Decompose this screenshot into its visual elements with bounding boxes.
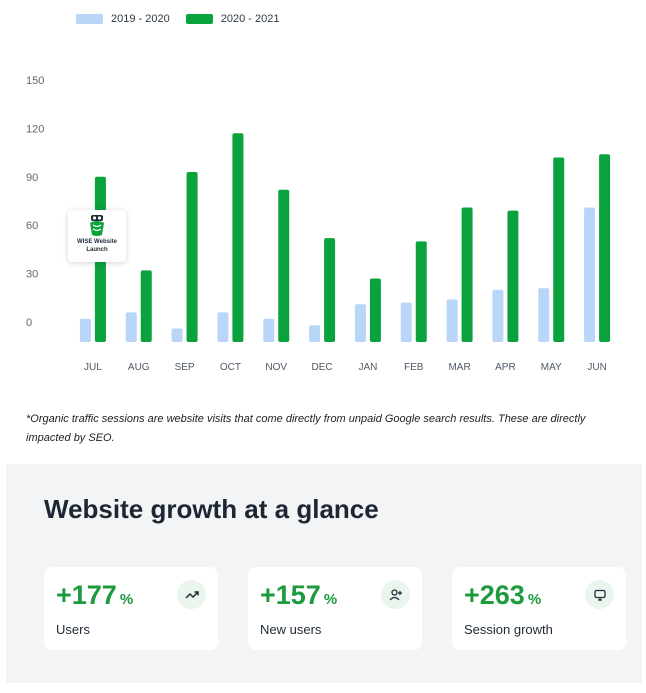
bar-chart: 0 30 60 90 120 150 JUL AUG SEP OCT NOV DEC JAN FEB MAR… [26, 75, 611, 373]
y-tick-label: 30 [26, 269, 38, 281]
y-tick-label: 90 [26, 172, 38, 184]
x-tick-label: FEB [404, 362, 424, 373]
x-tick-label: MAY [541, 362, 562, 373]
x-tick-label: JUN [587, 362, 606, 373]
y-tick-label: 120 [26, 123, 44, 135]
trending-up-icon [177, 580, 206, 609]
footnote: *Organic traffic sessions are website vi… [26, 413, 586, 444]
bar-2019-2020[interactable] [79, 318, 91, 342]
bar-2020-2021[interactable] [186, 171, 198, 342]
launch-annotation: WISE Website Launch [68, 210, 126, 262]
stat-value: +177% [56, 580, 134, 610]
legend-label-2020-2021: 2020 - 2021 [220, 13, 280, 25]
panel-title: Website growth at a glance [44, 494, 379, 524]
bar-2020-2021[interactable] [140, 270, 152, 342]
legend-swatch-2020-2021 [185, 14, 213, 24]
y-tick-label: 0 [26, 317, 32, 329]
bar-2019-2020[interactable] [354, 304, 366, 342]
x-tick-label: SEP [175, 362, 195, 373]
bar-2020-2021[interactable] [324, 238, 336, 342]
bar-2020-2021[interactable] [507, 210, 519, 342]
bar-2020-2021[interactable] [232, 133, 244, 342]
x-tick-label: NOV [265, 362, 287, 373]
bar-2020-2021[interactable] [278, 189, 290, 342]
bar-2020-2021[interactable] [415, 241, 427, 342]
x-tick-label: JUL [84, 362, 102, 373]
bar-2019-2020[interactable] [125, 312, 137, 342]
bar-2019-2020[interactable] [584, 207, 596, 342]
x-tick-label: MAR [448, 362, 470, 373]
legend-item-2020-2021[interactable]: 2020 - 2021 [185, 13, 280, 25]
x-tick-label: AUG [128, 362, 150, 373]
bar-2019-2020[interactable] [217, 312, 229, 342]
bar-2020-2021[interactable] [599, 154, 611, 342]
bar-2019-2020[interactable] [446, 299, 458, 342]
x-tick-label: OCT [220, 362, 241, 373]
stat-card-new-users: +157% New users [248, 567, 422, 650]
bar-2019-2020[interactable] [538, 288, 550, 342]
stat-card-users: +177% Users [44, 567, 218, 650]
legend-swatch-2019-2020 [76, 14, 103, 24]
monitor-icon [585, 580, 614, 609]
bar-2020-2021[interactable] [553, 157, 565, 342]
chart-legend: 2019 - 2020 2020 - 2021 [76, 13, 279, 25]
bar-2020-2021[interactable] [461, 207, 473, 342]
bar-2019-2020[interactable] [263, 318, 275, 342]
bar-2019-2020[interactable] [492, 289, 504, 342]
y-tick-label: 60 [26, 220, 38, 232]
stat-value: +263% [464, 580, 542, 610]
bar-2019-2020[interactable] [309, 325, 321, 342]
bar-2020-2021[interactable] [369, 278, 381, 342]
growth-panel: Website growth at a glance +177% Users +… [6, 464, 642, 683]
x-tick-label: JAN [358, 362, 377, 373]
bar-2019-2020[interactable] [400, 302, 412, 342]
legend-item-2019-2020[interactable]: 2019 - 2020 [76, 13, 170, 25]
y-tick-label: 150 [26, 75, 44, 87]
x-tick-label: APR [495, 362, 516, 373]
stat-value: +157% [260, 580, 338, 610]
wise-owl-logo-icon [87, 215, 107, 237]
x-tick-label: DEC [312, 362, 333, 373]
stat-label: New users [260, 622, 322, 637]
bar-2019-2020[interactable] [171, 328, 183, 342]
stat-label: Users [56, 622, 90, 637]
stat-label: Session growth [464, 622, 553, 637]
add-user-icon [381, 580, 410, 609]
annotation-text: WISE Website Launch [77, 239, 117, 253]
legend-label-2019-2020: 2019 - 2020 [111, 13, 170, 25]
stat-card-session-growth: +263% Session growth [452, 567, 626, 650]
